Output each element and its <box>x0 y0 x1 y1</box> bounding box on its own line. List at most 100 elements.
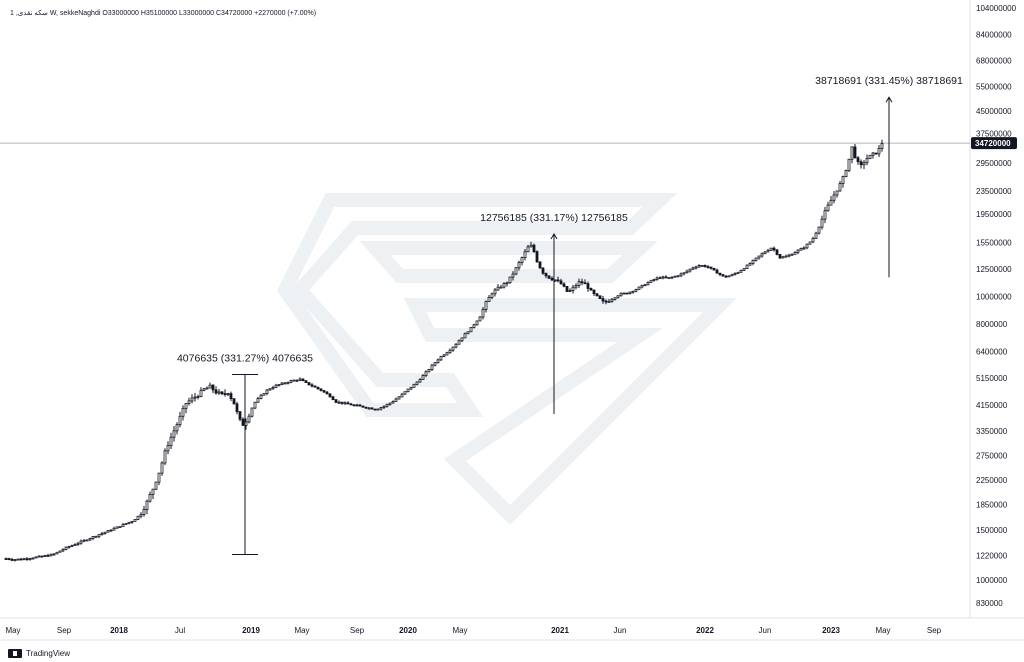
time-axis[interactable]: May Sep 2018 Jul 2019 May Sep 2020 May 2021 Jun 202… <box>5 626 941 635</box>
candle-body <box>472 324 476 328</box>
candle-body <box>700 264 704 267</box>
candle-body <box>613 297 617 300</box>
time-tick-label: 2019 <box>242 626 260 635</box>
candle-body <box>328 393 332 398</box>
candle-body <box>304 380 308 383</box>
last-price-badge: 34720000 <box>971 137 1017 150</box>
candle-body <box>334 399 338 403</box>
candle-body <box>784 255 788 258</box>
time-tick-label: 2020 <box>399 626 417 635</box>
candle-body <box>232 398 236 405</box>
candle-body <box>64 546 68 550</box>
candle-body <box>109 529 113 532</box>
price-tick-label: 3350000 <box>976 427 1008 436</box>
candle-body <box>742 268 746 271</box>
candle-body <box>787 254 791 257</box>
candle-body <box>274 384 278 388</box>
candle-body <box>358 404 362 407</box>
candle-body <box>178 415 182 426</box>
candle-body <box>562 283 566 287</box>
candle-body <box>220 391 224 394</box>
candle-body <box>292 379 296 382</box>
candle-body <box>193 396 197 399</box>
candle-body <box>82 539 86 542</box>
candle-body <box>547 275 551 279</box>
candle-body <box>397 396 401 400</box>
candle-body <box>481 309 485 318</box>
candle-body <box>820 218 824 228</box>
candle-body <box>649 279 653 283</box>
candle-body <box>286 381 290 384</box>
candle-body <box>508 276 512 284</box>
price-tick-label: 37500000 <box>976 130 1012 139</box>
footer: TradingView <box>8 649 70 658</box>
price-axis[interactable]: 104000000 84000000 68000000 55000000 4500000… <box>976 4 1017 608</box>
candle-body <box>247 415 251 423</box>
candle-body <box>316 386 320 390</box>
candle-body <box>370 407 374 410</box>
candle-body <box>376 408 380 411</box>
candle-body <box>802 247 806 250</box>
candle-body <box>586 283 590 289</box>
candle-body <box>226 393 230 396</box>
candle-body <box>379 407 383 410</box>
candle-body <box>91 536 95 539</box>
candle-body <box>451 346 455 351</box>
candle-body <box>148 494 152 502</box>
candle-body <box>340 401 344 404</box>
candle-body <box>67 546 71 548</box>
candle-body <box>127 521 131 524</box>
candle-body <box>181 407 185 417</box>
candle-body <box>367 407 371 410</box>
candle-body <box>412 383 416 388</box>
candle-body <box>253 401 257 409</box>
candle-body <box>319 388 323 391</box>
candle-body <box>346 402 350 405</box>
candle-body <box>766 249 770 253</box>
measure-annotations[interactable]: 4076635 (331.27%) 4076635 12756185 (331.1… <box>177 75 963 556</box>
candles-series[interactable] <box>4 139 884 562</box>
measure-annotation: 38718691 (331.45%) 38718691 <box>815 75 963 278</box>
brand-name: TradingView <box>26 649 71 658</box>
candle-body <box>214 389 218 394</box>
candle-body <box>157 472 161 483</box>
price-tick-label: 8000000 <box>976 320 1008 329</box>
candle-body <box>595 293 599 297</box>
candle-body <box>307 382 311 386</box>
price-tick-label: 19500000 <box>976 210 1012 219</box>
candle-body <box>478 316 482 322</box>
candle-body <box>352 404 356 407</box>
measure-label: 12756185 (331.17%) 12756185 <box>480 212 628 224</box>
candle-body <box>571 286 575 291</box>
candle-body <box>469 327 473 333</box>
candle-body <box>49 553 53 557</box>
candle-body <box>166 445 170 452</box>
candle-body <box>106 530 110 533</box>
price-tick-label: 29500000 <box>976 159 1012 168</box>
time-tick-label: Jun <box>759 626 772 635</box>
candle-body <box>682 272 686 275</box>
time-tick-label: May <box>452 626 467 635</box>
candle-body <box>175 424 179 432</box>
candle-body <box>373 408 377 411</box>
candle-body <box>868 154 872 160</box>
candle-body <box>499 286 503 289</box>
candle-body <box>403 391 407 395</box>
candle-body <box>691 267 695 270</box>
candle-body <box>721 274 725 277</box>
candle-body <box>526 246 530 253</box>
candle-body <box>823 210 827 220</box>
candle-body <box>646 281 650 286</box>
candle-body <box>25 558 29 561</box>
candle-body <box>133 519 137 522</box>
candle-body <box>424 371 428 376</box>
candle-body <box>271 387 275 390</box>
candle-body <box>136 515 140 520</box>
candle-body <box>37 555 41 558</box>
candle-body <box>679 273 683 277</box>
candle-body <box>643 284 647 287</box>
candle-body <box>856 157 860 163</box>
candle-body <box>466 331 470 335</box>
candle-body <box>727 275 731 278</box>
